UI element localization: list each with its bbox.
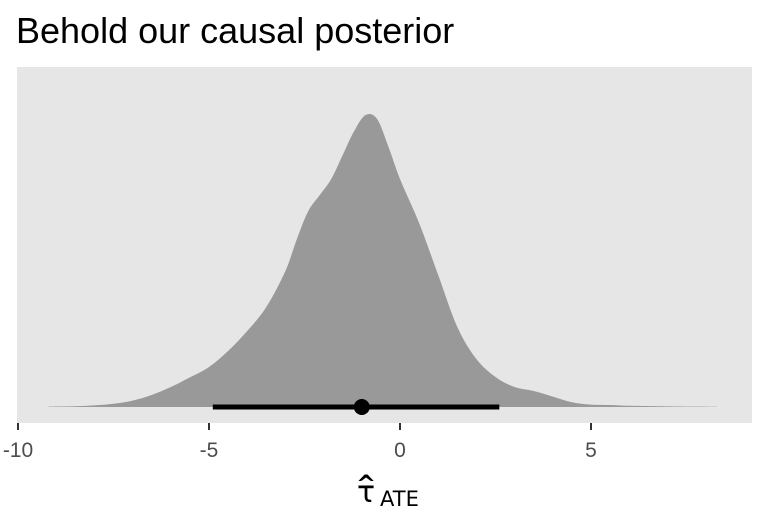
posterior-density-area: [48, 113, 718, 408]
x-axis: -10 -5 0 5: [3, 423, 597, 462]
x-label-hat: ^: [356, 470, 376, 498]
x-tick-label: -10: [3, 439, 33, 462]
x-tick-label: 0: [394, 439, 406, 462]
x-axis-label: ^τ ATE: [356, 470, 419, 511]
point-interval: [212, 399, 500, 415]
point-estimate-dot: [353, 399, 370, 415]
x-tick-label: -5: [200, 439, 219, 462]
x-label-symbol: τ: [357, 475, 375, 510]
chart-title: Behold our causal posterior: [16, 10, 455, 51]
x-label-subscript: ATE: [380, 487, 419, 511]
x-tick-label: 5: [585, 439, 597, 462]
